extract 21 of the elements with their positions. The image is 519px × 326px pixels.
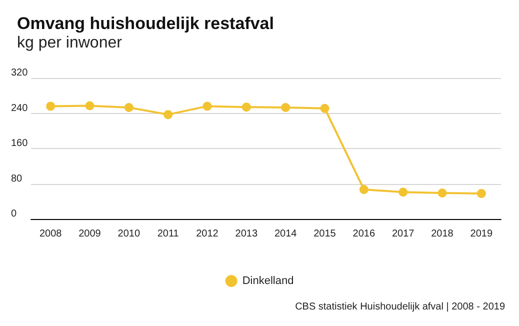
y-tick-label: 240	[11, 102, 28, 114]
x-tick-label: 2011	[157, 228, 180, 240]
x-tick-label: 2012	[196, 228, 219, 240]
x-tick-label: 2016	[352, 228, 376, 240]
x-tick-label: 2010	[118, 228, 140, 240]
y-tick-label: 80	[11, 173, 23, 184]
y-tick-label: 160	[11, 138, 28, 149]
chart-subtitle: kg per inwoner	[17, 34, 123, 52]
y-tick-label: 0	[11, 208, 17, 220]
x-tick-label: 2013	[235, 228, 258, 240]
x-tick-label: 2008	[39, 228, 62, 240]
x-tick-label: 2015	[314, 228, 336, 240]
x-tick-label: 2018	[431, 228, 454, 240]
x-tick-label: 2019	[470, 228, 493, 240]
y-tick-label: 320	[11, 68, 28, 78]
x-tick-label: 2017	[392, 228, 415, 240]
legend-label: Dinkelland	[242, 275, 294, 287]
x-tick-label: 2009	[78, 228, 102, 240]
text: CBS statistiek Huishoudelijk afval | 2008 - 2019	[295, 302, 506, 312]
x-tick-label: 2014	[274, 228, 298, 240]
chart-title: Omvang huishoudelijk restafval	[17, 14, 274, 33]
